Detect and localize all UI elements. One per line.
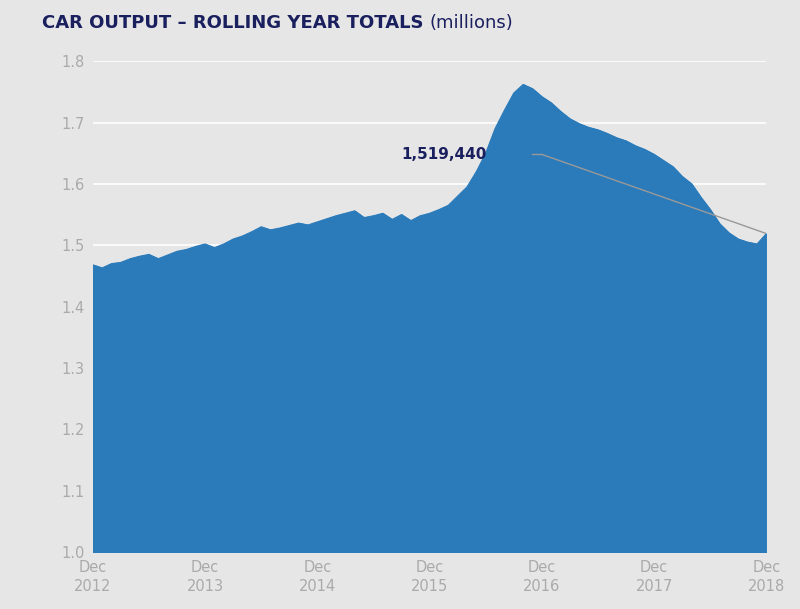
Text: 1,519,440: 1,519,440: [402, 147, 487, 162]
Text: (millions): (millions): [430, 13, 514, 32]
Text: CAR OUTPUT – ROLLING YEAR TOTALS: CAR OUTPUT – ROLLING YEAR TOTALS: [42, 13, 430, 32]
